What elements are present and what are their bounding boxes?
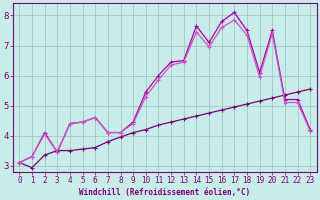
X-axis label: Windchill (Refroidissement éolien,°C): Windchill (Refroidissement éolien,°C) [79,188,250,197]
